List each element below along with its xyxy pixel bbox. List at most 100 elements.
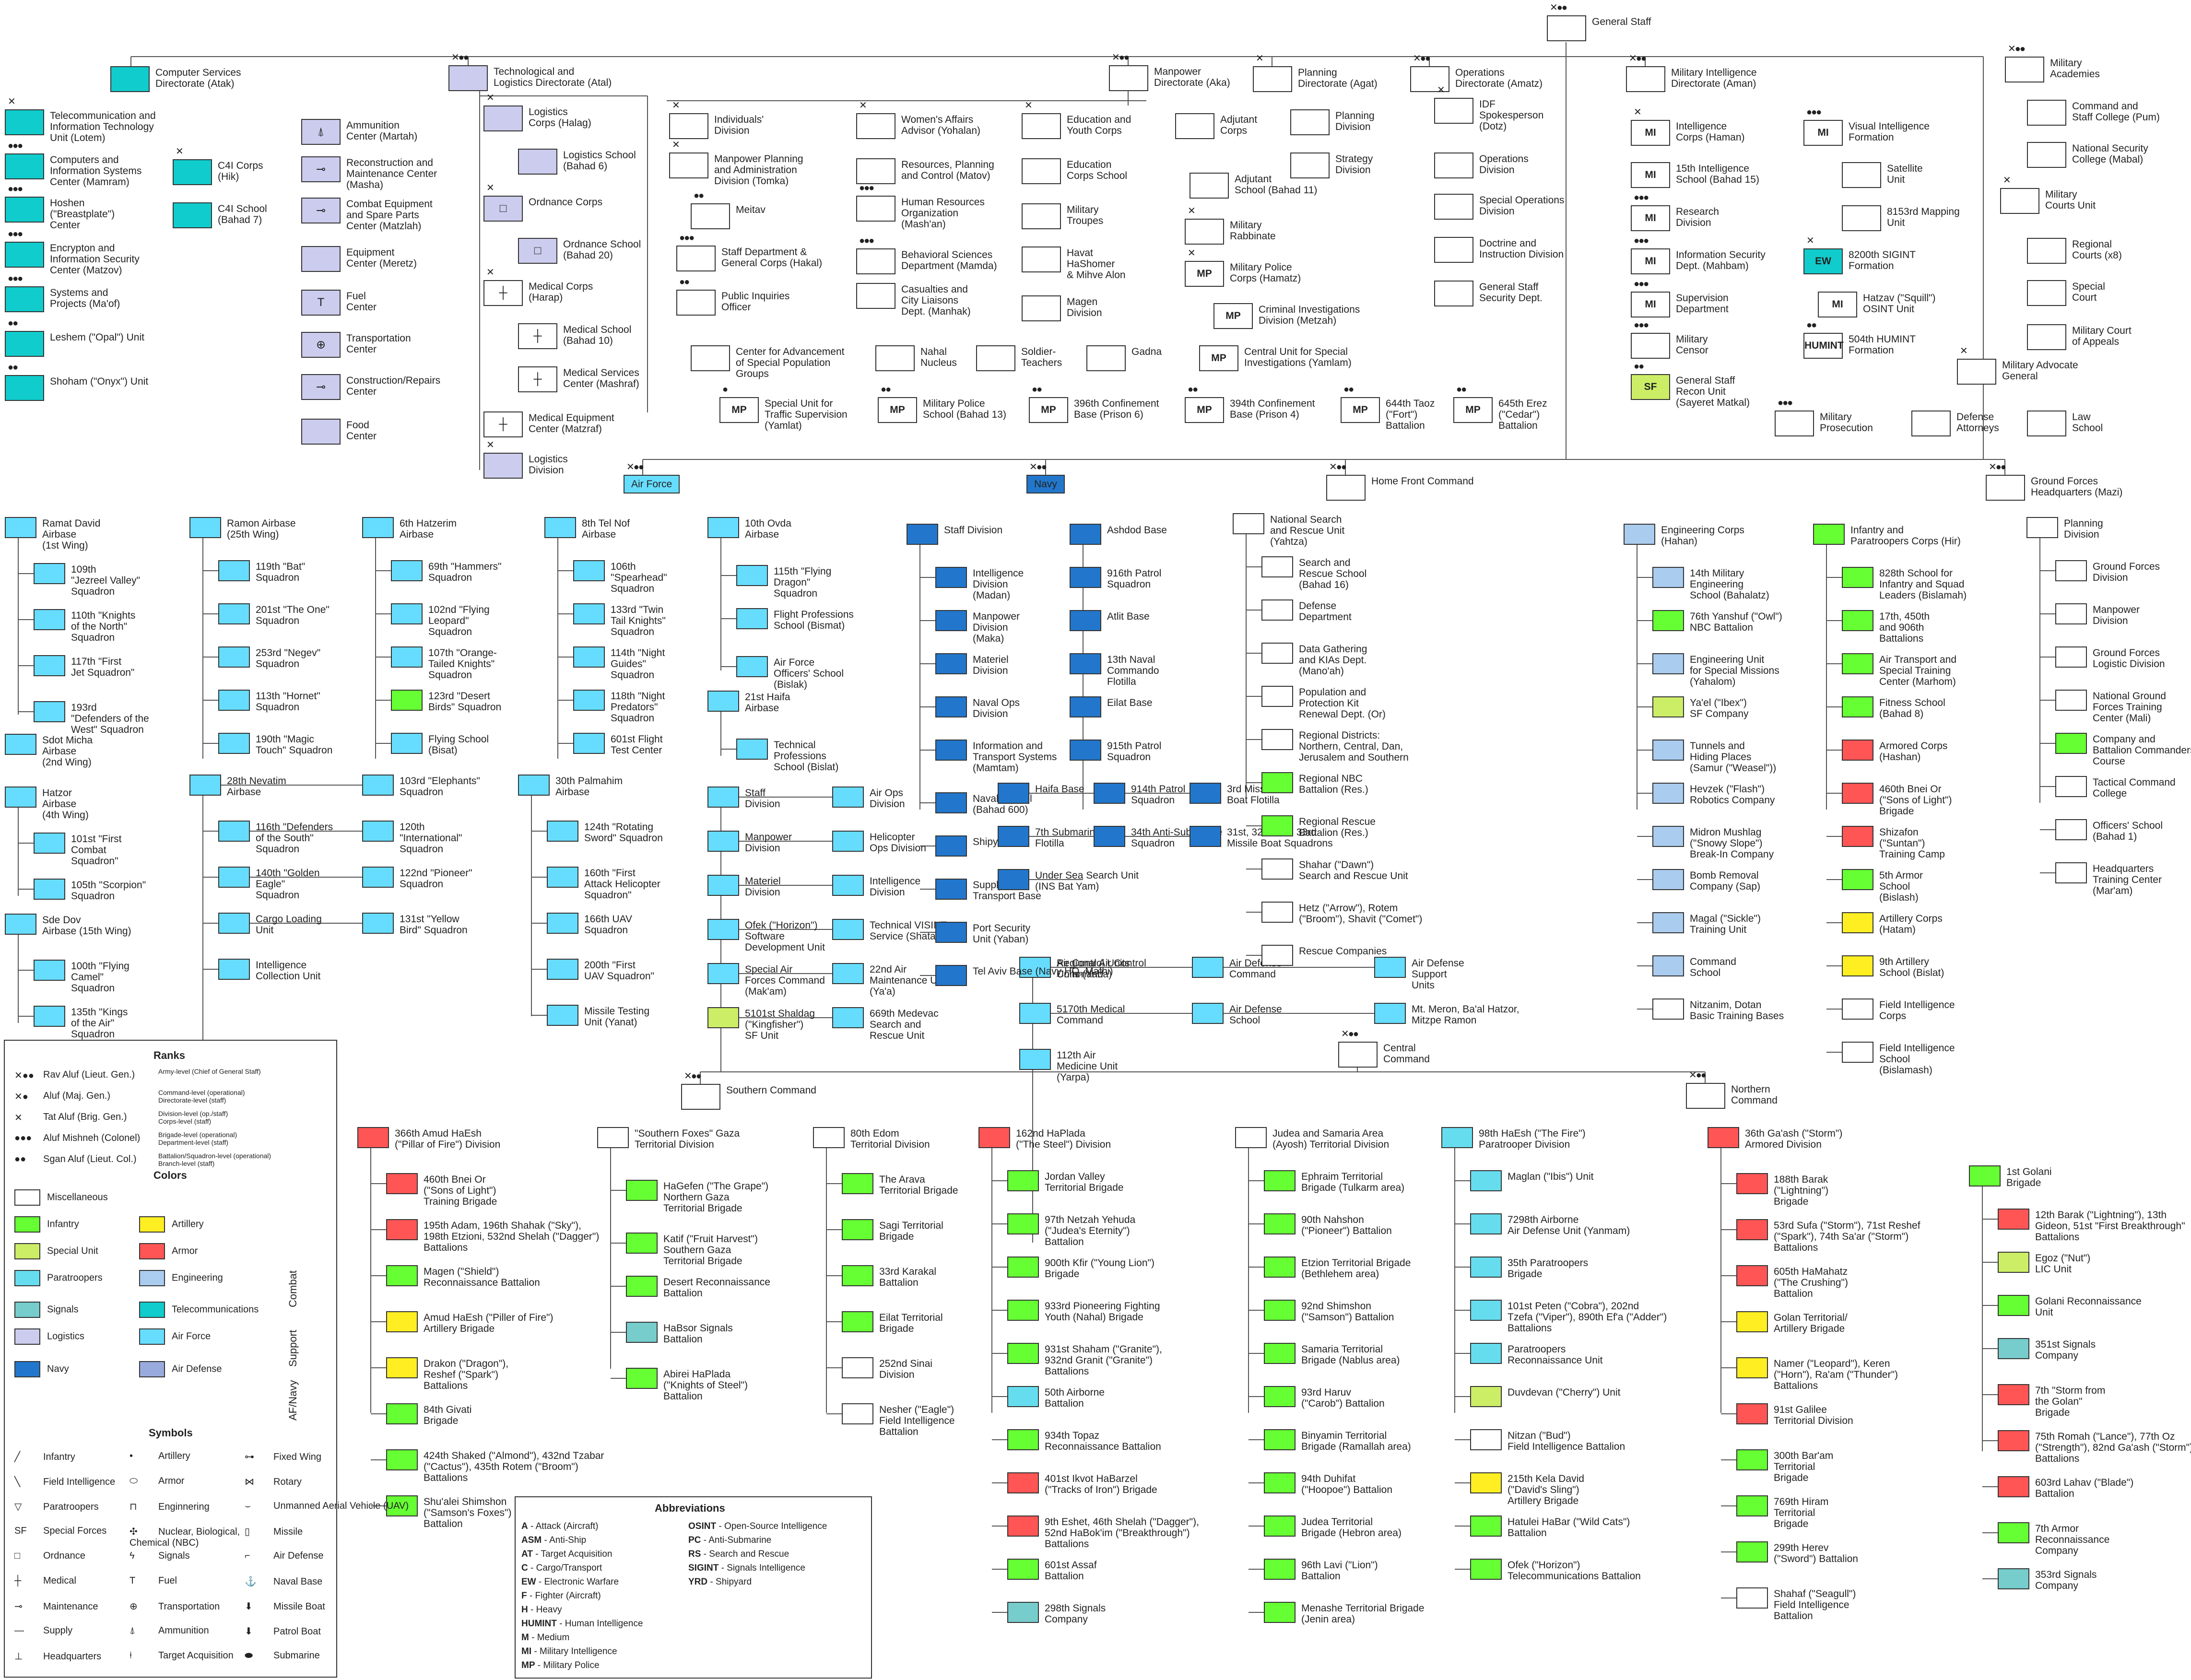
symbol-key: ⍿ Target Acquisition bbox=[130, 1650, 234, 1661]
unit-symbol bbox=[856, 283, 895, 309]
unit-label: Manpower Planning and Administration Div… bbox=[714, 153, 803, 187]
symbol-label: Missile Boat bbox=[273, 1601, 325, 1612]
rank-insignia: ✕●● bbox=[1029, 462, 1047, 472]
abbreviation-item: C - Cargo/Transport bbox=[521, 1563, 602, 1573]
color-key: Special Unit bbox=[14, 1243, 98, 1259]
unit-symbol bbox=[669, 113, 708, 139]
unit-label: 135th "Kings of the Air" Squadron bbox=[71, 1007, 128, 1040]
unit-label: Manpower Division bbox=[745, 832, 792, 854]
unit-symbol bbox=[832, 787, 864, 808]
symbol-key: ⬬ Submarine bbox=[245, 1650, 320, 1661]
unit-symbol bbox=[907, 524, 938, 545]
unit-label: Human Resources Organization (Mash'an) bbox=[901, 197, 985, 230]
unit-label: Cargo Loading Unit bbox=[256, 914, 322, 936]
unit-symbol bbox=[1652, 955, 1684, 976]
symbol-key: ⊶ Fixed Wing bbox=[245, 1451, 321, 1463]
unit-label: 106th "Spearhead" Squadron bbox=[611, 561, 667, 594]
symbol-icon: ⊸ bbox=[14, 1601, 23, 1612]
unit-symbol bbox=[2055, 819, 2087, 840]
unit-symbol bbox=[5, 153, 44, 179]
unit-label: Technological and Logistics Directorate … bbox=[494, 66, 612, 88]
symbol-icon: ⬭ bbox=[130, 1476, 138, 1486]
unit-symbol bbox=[1094, 783, 1125, 804]
unit-label: 109th "Jezreel Valley" Squadron bbox=[71, 564, 141, 597]
unit-symbol bbox=[1998, 1209, 2029, 1230]
rank-insignia: ●● bbox=[881, 384, 891, 395]
cross-icon: ┼ bbox=[533, 329, 542, 342]
unit-symbol bbox=[1652, 653, 1684, 674]
symbol-key: ⌣ Unmanned Aerial Vehicle (UAV) bbox=[245, 1501, 409, 1512]
unit-symbol: SF bbox=[1631, 374, 1670, 400]
unit-symbol: MP bbox=[1185, 397, 1224, 423]
unit-label: Air Ops Division bbox=[870, 787, 905, 810]
unit-label: 9th Eshet, 46th Shelah ("Dagger"), 52nd … bbox=[1045, 1516, 1199, 1550]
unit-label: 160th "First Attack Helicopter Squadron" bbox=[584, 868, 660, 901]
unit-symbol bbox=[1842, 869, 1873, 890]
unit-label: 12th Barak ("Lightning"), 13th Gideon, 5… bbox=[2035, 1210, 2185, 1243]
unit-symbol bbox=[362, 517, 394, 538]
unit-label: 3rd Missile Boat Flotilla bbox=[1227, 784, 1280, 806]
unit-symbol bbox=[998, 783, 1029, 804]
unit-label: Hoshen ("Breastplate") Center bbox=[50, 198, 115, 231]
unit-symbol bbox=[110, 66, 150, 92]
unit-label: Materiel Division bbox=[973, 654, 1009, 676]
unit-symbol bbox=[1842, 653, 1873, 674]
unit-symbol bbox=[1264, 1213, 1296, 1234]
rank-insignia: ●●● bbox=[1778, 398, 1793, 408]
unit-symbol bbox=[676, 246, 716, 271]
rank-insignia: ●● bbox=[1188, 384, 1198, 395]
unit-symbol bbox=[1070, 696, 1101, 717]
unit-symbol bbox=[1022, 203, 1061, 229]
unit-label: Regional Courts (x8) bbox=[2072, 239, 2122, 261]
rank-insignia: ✕ bbox=[2003, 175, 2011, 186]
legend: Ranks ✕●● Rav Aluf (Lieut. Gen.) Army-leve… bbox=[4, 1040, 409, 1678]
unit-symbol bbox=[573, 733, 605, 754]
symbol-key: ⬭ Armor bbox=[130, 1476, 184, 1487]
unit-label: Systems and Projects (Ma'of) bbox=[50, 287, 120, 309]
unit-label: Hatzav ("Squill") OSINT Unit bbox=[1863, 293, 1936, 315]
symbol-label: Fuel bbox=[158, 1575, 177, 1586]
rank-desc: Brigade-level (operational) Department-l… bbox=[158, 1131, 237, 1146]
abbreviation-item: A - Attack (Aircraft) bbox=[521, 1521, 599, 1531]
unit-symbol bbox=[1736, 1403, 1768, 1424]
unit-symbol bbox=[34, 833, 65, 854]
transport-icon: ⊕ bbox=[316, 338, 326, 352]
unit-symbol bbox=[1470, 1429, 1502, 1450]
unit-symbol bbox=[518, 149, 557, 175]
unit-symbol bbox=[626, 1276, 658, 1297]
abbreviation-item: AT - Target Acquisition bbox=[521, 1549, 613, 1559]
legend-symbols-title: Symbols bbox=[149, 1427, 193, 1439]
symbol-label: Special Forces bbox=[43, 1526, 107, 1536]
symbol-icon: ⚓ bbox=[245, 1576, 257, 1587]
unit-label: Resources, Planning and Control (Matov) bbox=[901, 159, 994, 181]
unit-label: C4I Corps (Hik) bbox=[218, 160, 263, 182]
unit-symbol bbox=[1998, 1522, 2029, 1543]
rank-insignia: ✕ bbox=[1188, 206, 1196, 216]
unit-label: Tunnels and Hiding Places (Samur ("Wease… bbox=[1690, 740, 1777, 774]
unit-label: Helicopter Ops Division bbox=[870, 832, 926, 854]
unit-symbol bbox=[1547, 15, 1586, 41]
abbreviation-key: A bbox=[521, 1521, 528, 1531]
rank-insignia: ✕ bbox=[859, 100, 867, 111]
unit-label: HaGefen ("The Grape") Northern Gaza Terr… bbox=[663, 1181, 769, 1214]
unit-symbol bbox=[518, 775, 550, 796]
unit-label: 116th "Defenders of the South" Squadron bbox=[256, 822, 333, 855]
unit-label: 103rd "Elephants" Squadron bbox=[400, 775, 480, 798]
unit-label: Sagi Territorial Brigade bbox=[879, 1220, 943, 1242]
abbreviation-key: HUMINT bbox=[521, 1619, 557, 1629]
unit-symbol bbox=[1261, 815, 1293, 836]
abbreviation-item: M - Medium bbox=[521, 1633, 570, 1643]
unit-label: Military Courts Unit bbox=[2045, 189, 2096, 211]
unit-symbol bbox=[1264, 1602, 1296, 1623]
unit-label: Construction/Repairs Center bbox=[346, 375, 441, 397]
unit-symbol bbox=[34, 563, 65, 584]
unit-symbol bbox=[707, 691, 739, 712]
unit-label: 75th Romah ("Lance"), 77th Oz ("Strength… bbox=[2035, 1431, 2191, 1464]
rank-insignia: ✕●● bbox=[1329, 462, 1347, 472]
unit-label: Military Rabbinate bbox=[1230, 220, 1276, 242]
unit-symbol bbox=[2055, 733, 2087, 754]
rank-insignia: ✕ bbox=[1437, 85, 1445, 95]
symbol-key: ⬇ Patrol Boat bbox=[245, 1625, 321, 1637]
color-label: Air Force bbox=[172, 1331, 211, 1342]
unit-label: Transportation Center bbox=[346, 333, 411, 355]
